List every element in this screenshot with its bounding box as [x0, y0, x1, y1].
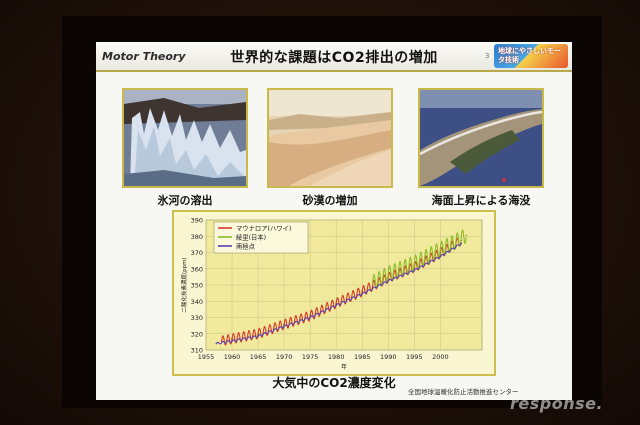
data-point [465, 234, 468, 237]
y-tick-label: 360 [191, 265, 203, 273]
data-point [231, 340, 233, 342]
co2-chart-panel: 310 320 330 340 350 360 370 380 390 1955 1960 1965 1… [172, 210, 496, 376]
x-tick-label: 1970 [276, 353, 293, 361]
presentation-slide: Motor Theory 世界的な課題はCO2排出の増加 3 地球にやさしいモー… [96, 42, 572, 400]
data-point [439, 255, 442, 258]
series-line [221, 237, 462, 346]
glacier-photo [122, 88, 248, 188]
data-point [231, 337, 233, 340]
data-point [413, 262, 416, 264]
data-point [309, 316, 312, 319]
data-point [361, 290, 364, 293]
logo-text: 地球にやさしいモータ技術 [498, 47, 561, 64]
page-number: 3 [485, 52, 490, 60]
x-tick-label: 1975 [302, 353, 319, 361]
slide-header: Motor Theory 世界的な課題はCO2排出の増加 3 地球にやさしいモー… [96, 42, 572, 72]
x-tick-label: 1995 [406, 353, 423, 361]
data-point [387, 280, 390, 282]
y-tick-label: 350 [191, 282, 203, 290]
data-point [215, 342, 218, 345]
caption-coast: 海面上昇による海没 [431, 194, 531, 207]
coast-image [420, 90, 542, 186]
event-logo-icon: 地球にやさしいモータ技術 [494, 44, 568, 68]
footer-credit: 全国地球温暖化防止活動推進センター [408, 388, 519, 396]
x-tick-label: 1960 [224, 353, 241, 361]
co2-line-chart: 310 320 330 340 350 360 370 380 390 1955 1960 1965 1… [180, 217, 483, 371]
data-point [257, 335, 259, 338]
y-tick-label: 310 [191, 347, 203, 355]
x-tick-label: 1990 [380, 353, 397, 361]
data-point [460, 242, 463, 245]
coast-photo [418, 88, 544, 188]
data-point [371, 281, 374, 284]
y-tick-label: 390 [191, 217, 203, 225]
y-tick-label: 330 [191, 314, 203, 322]
caption-desert: 砂漠の増加 [302, 194, 358, 207]
x-axis-label: 年 [341, 363, 347, 371]
data-point [257, 332, 259, 335]
slide-title: 世界的な課題はCO2排出の増加 [230, 50, 438, 66]
desert-image [269, 90, 391, 186]
data-point [413, 269, 416, 272]
legend-label: 綾里(日本) [236, 232, 266, 241]
data-point [361, 293, 364, 295]
data-point [335, 302, 338, 305]
y-tick-label: 380 [191, 233, 203, 241]
x-tick-label: 1985 [354, 353, 371, 361]
desert-photo [267, 88, 393, 188]
legend-label: マウナロア(ハワイ) [236, 224, 291, 232]
legend-label: 南極点 [236, 241, 255, 250]
data-point [283, 323, 286, 326]
y-tick-label: 370 [191, 249, 203, 257]
caption-glacier: 氷河の溶出 [157, 194, 213, 207]
watermark-logo: response. [510, 394, 604, 413]
chart-caption: 大気中のCO2濃度変化 [272, 376, 396, 390]
series-line [215, 243, 462, 345]
glacier-image [124, 90, 246, 186]
data-point [387, 272, 390, 275]
x-tick-label: 1980 [328, 353, 345, 361]
y-tick-label: 340 [191, 298, 203, 306]
x-tick-label: 1955 [198, 353, 215, 361]
x-tick-label: 2000 [432, 353, 449, 361]
data-point [335, 304, 338, 307]
brand-label: Motor Theory [102, 50, 186, 63]
data-point [439, 248, 442, 251]
data-point [283, 325, 286, 328]
y-axis-label: 二酸化炭素濃度(ppm) [180, 257, 188, 312]
y-tick-label: 320 [191, 330, 203, 338]
x-tick-label: 1965 [250, 353, 267, 361]
